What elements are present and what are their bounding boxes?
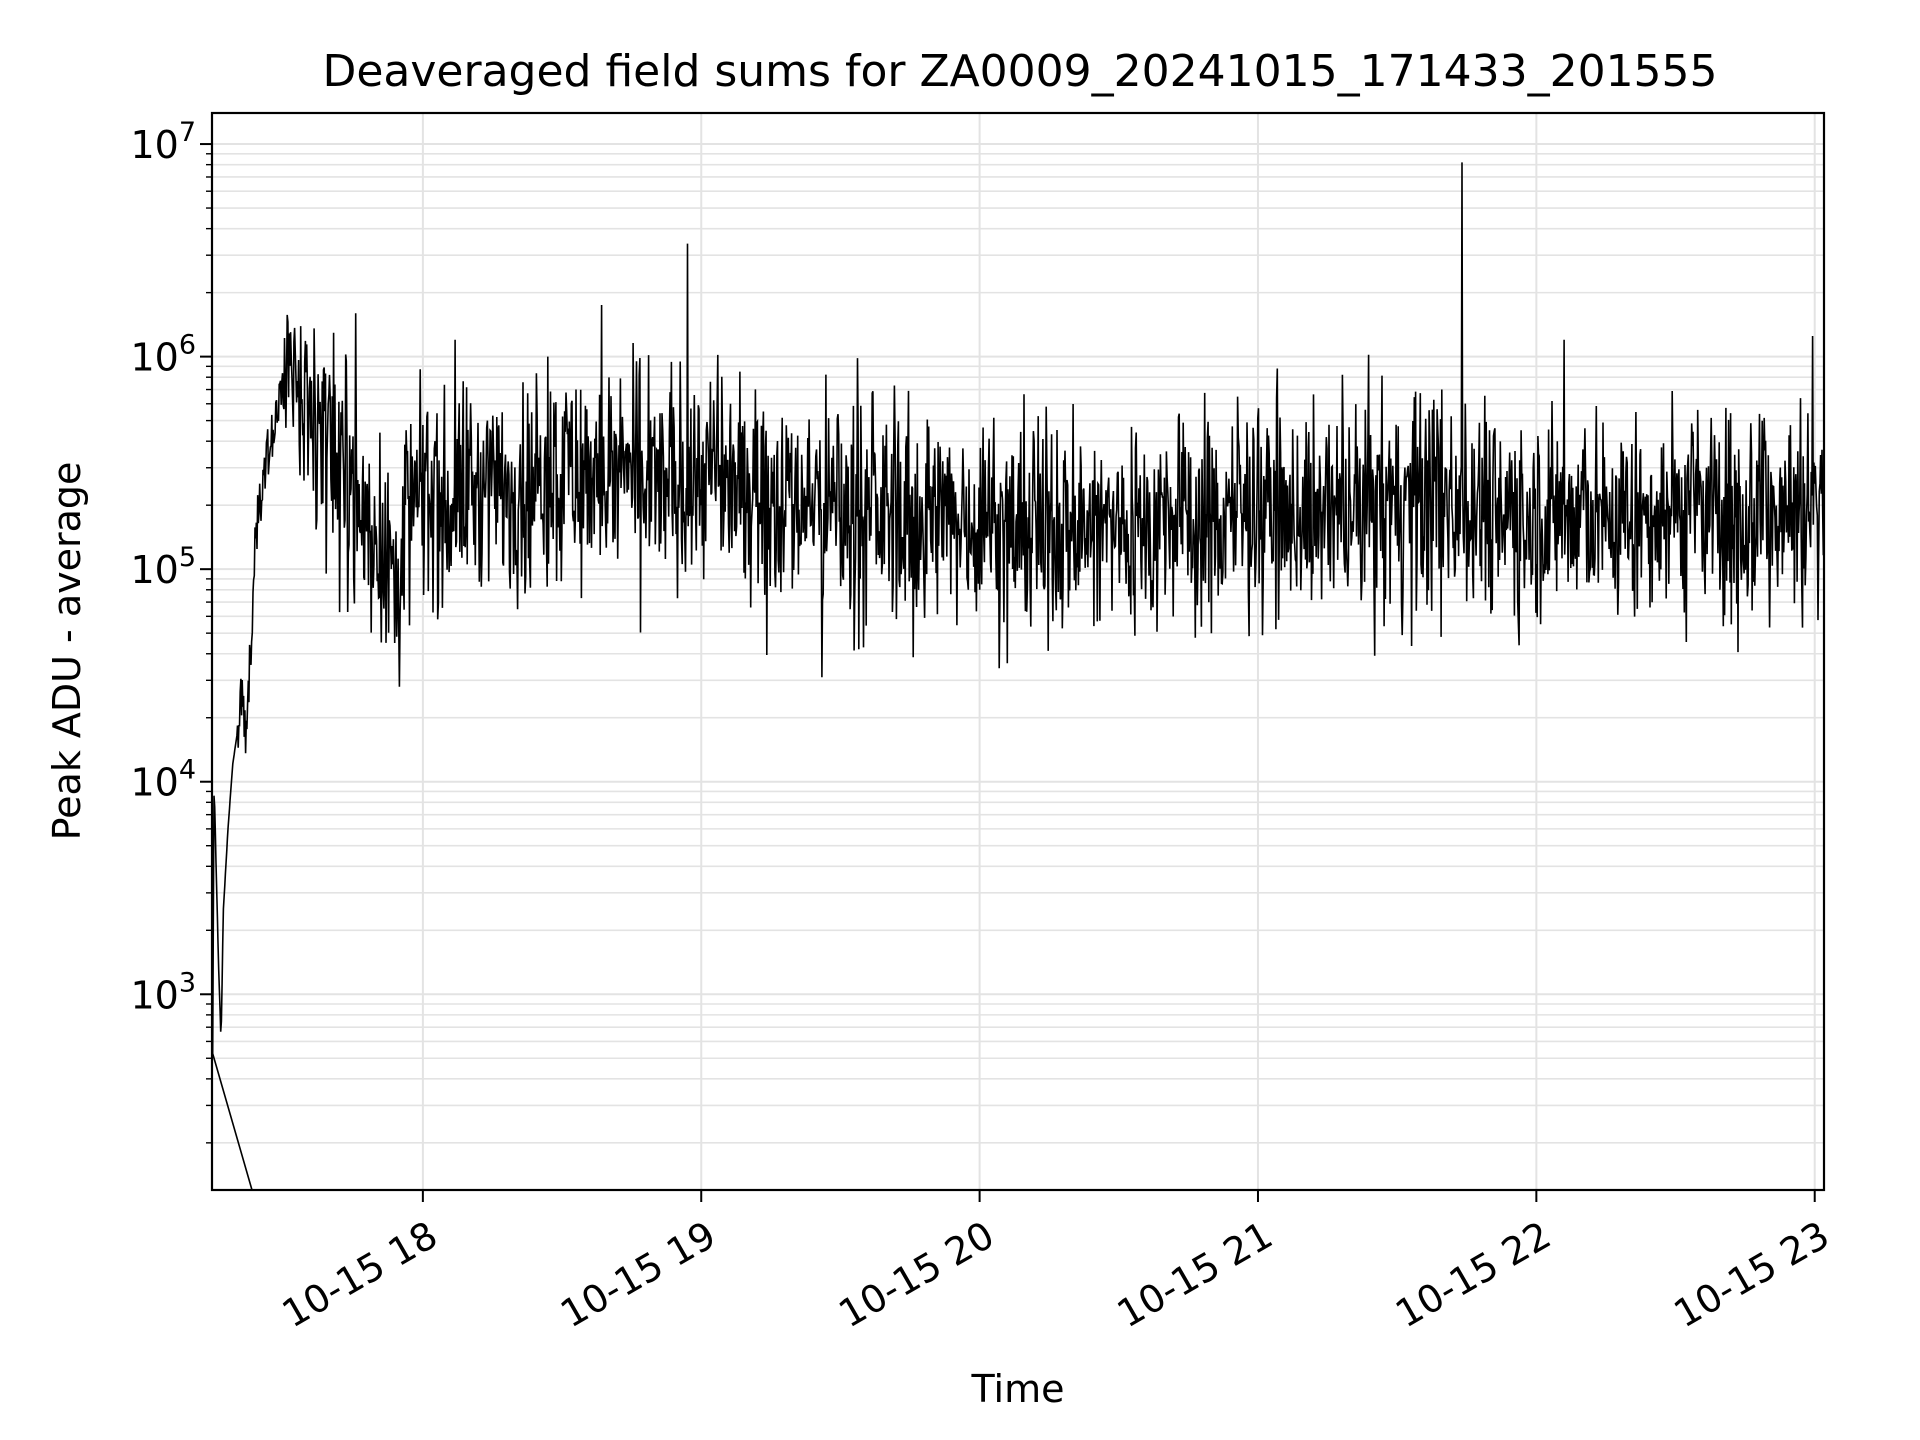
plot-frame [210,111,1826,1192]
y-tick-label: 103 [130,967,196,1017]
y-axis-label: Peak ADU - average [45,462,89,841]
series-line-group [211,162,1825,1191]
y-tick-label: 105 [130,542,196,592]
x-tick-label: 10-15 23 [1667,1213,1837,1337]
grid [212,113,1824,1190]
x-axis: 10-15 18 10-15 19 10-15 20 10-15 21 10-15 22… [275,1190,1837,1336]
y-tick-label: 107 [130,117,196,167]
x-tick-label: 10-15 22 [1388,1213,1558,1337]
x-tick-label: 10-15 19 [553,1213,723,1337]
chart-title: Deaveraged field sums for ZA0009_2024101… [322,46,1717,97]
x-tick-label: 10-15 21 [1110,1213,1280,1337]
x-axis-label: Time [971,1367,1065,1411]
x-tick-label: 10-15 20 [831,1213,1001,1337]
y-axis: 103 104 105 106 107 [130,117,212,1144]
series-line [211,162,1825,1191]
y-tick-label: 104 [130,755,196,805]
y-tick-label: 106 [130,330,196,380]
x-tick-label: 10-15 18 [275,1213,445,1337]
